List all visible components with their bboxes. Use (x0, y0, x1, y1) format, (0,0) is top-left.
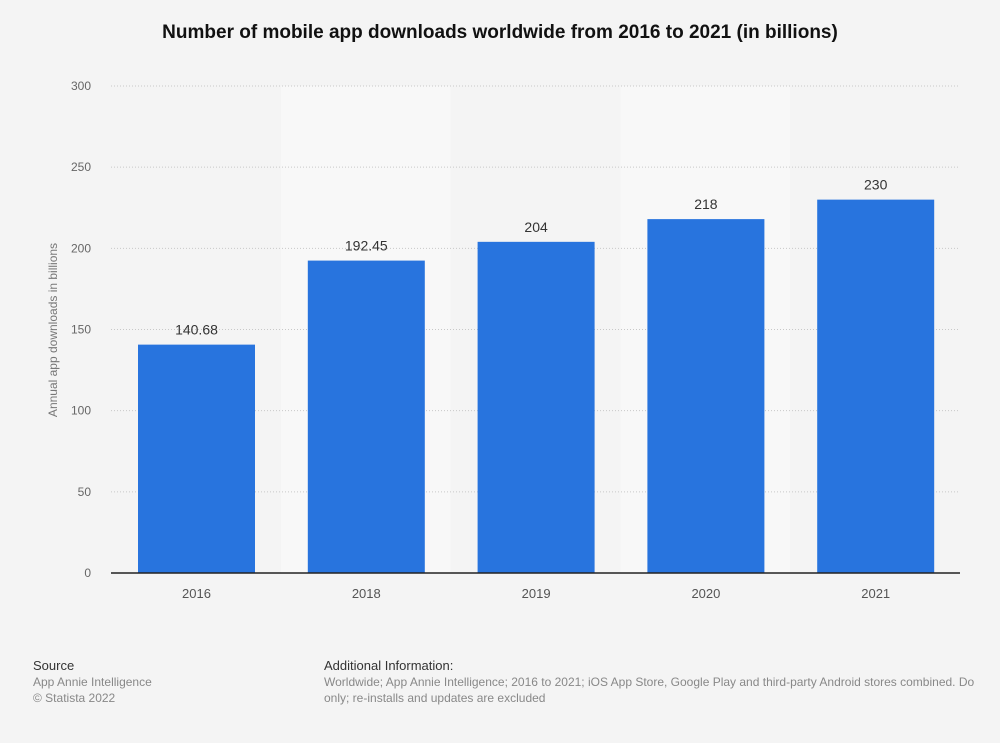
source-heading: Source (33, 658, 75, 673)
x-tick-label: 2020 (691, 586, 720, 601)
bar-2016 (138, 344, 255, 573)
bar-chart: 0 50 100 150 200 250 300 Annual app downloads i… (46, 79, 960, 601)
bar-2020 (647, 219, 765, 573)
y-tick-label: 300 (71, 79, 91, 93)
data-label: 140.68 (175, 322, 218, 338)
data-label: 204 (524, 219, 548, 235)
data-label: 192.45 (345, 238, 388, 254)
y-tick-label: 100 (71, 404, 91, 418)
source-block: Source App Annie Intelligence © Statista… (33, 658, 152, 706)
x-tick-label: 2021 (861, 586, 890, 601)
source-text: App Annie Intelligence (33, 675, 152, 689)
info-heading: Additional Information: (324, 658, 454, 673)
x-tick-label: 2019 (522, 586, 551, 601)
bar-2018 (307, 260, 425, 573)
copyright: © Statista 2022 (33, 691, 116, 705)
info-line-2: only; re-installs and updates are exclud… (324, 691, 546, 705)
y-tick-label: 0 (84, 566, 91, 580)
x-tick-label: 2018 (352, 586, 381, 601)
chart-title: Number of mobile app downloads worldwide… (162, 22, 838, 43)
y-tick-label: 50 (78, 485, 92, 499)
data-label: 230 (864, 177, 888, 193)
y-axis-label: Annual app downloads in billions (46, 243, 60, 417)
data-label: 218 (694, 196, 718, 212)
x-tick-label: 2016 (182, 586, 211, 601)
y-tick-label: 250 (71, 160, 91, 174)
bar-2021 (817, 199, 935, 573)
additional-info-block: Additional Information: Worldwide; App A… (324, 658, 974, 706)
y-tick-label: 200 (71, 241, 91, 255)
y-tick-label: 150 (71, 323, 91, 337)
bar-2019 (477, 241, 595, 573)
info-line-1: Worldwide; App Annie Intelligence; 2016 … (324, 675, 975, 689)
